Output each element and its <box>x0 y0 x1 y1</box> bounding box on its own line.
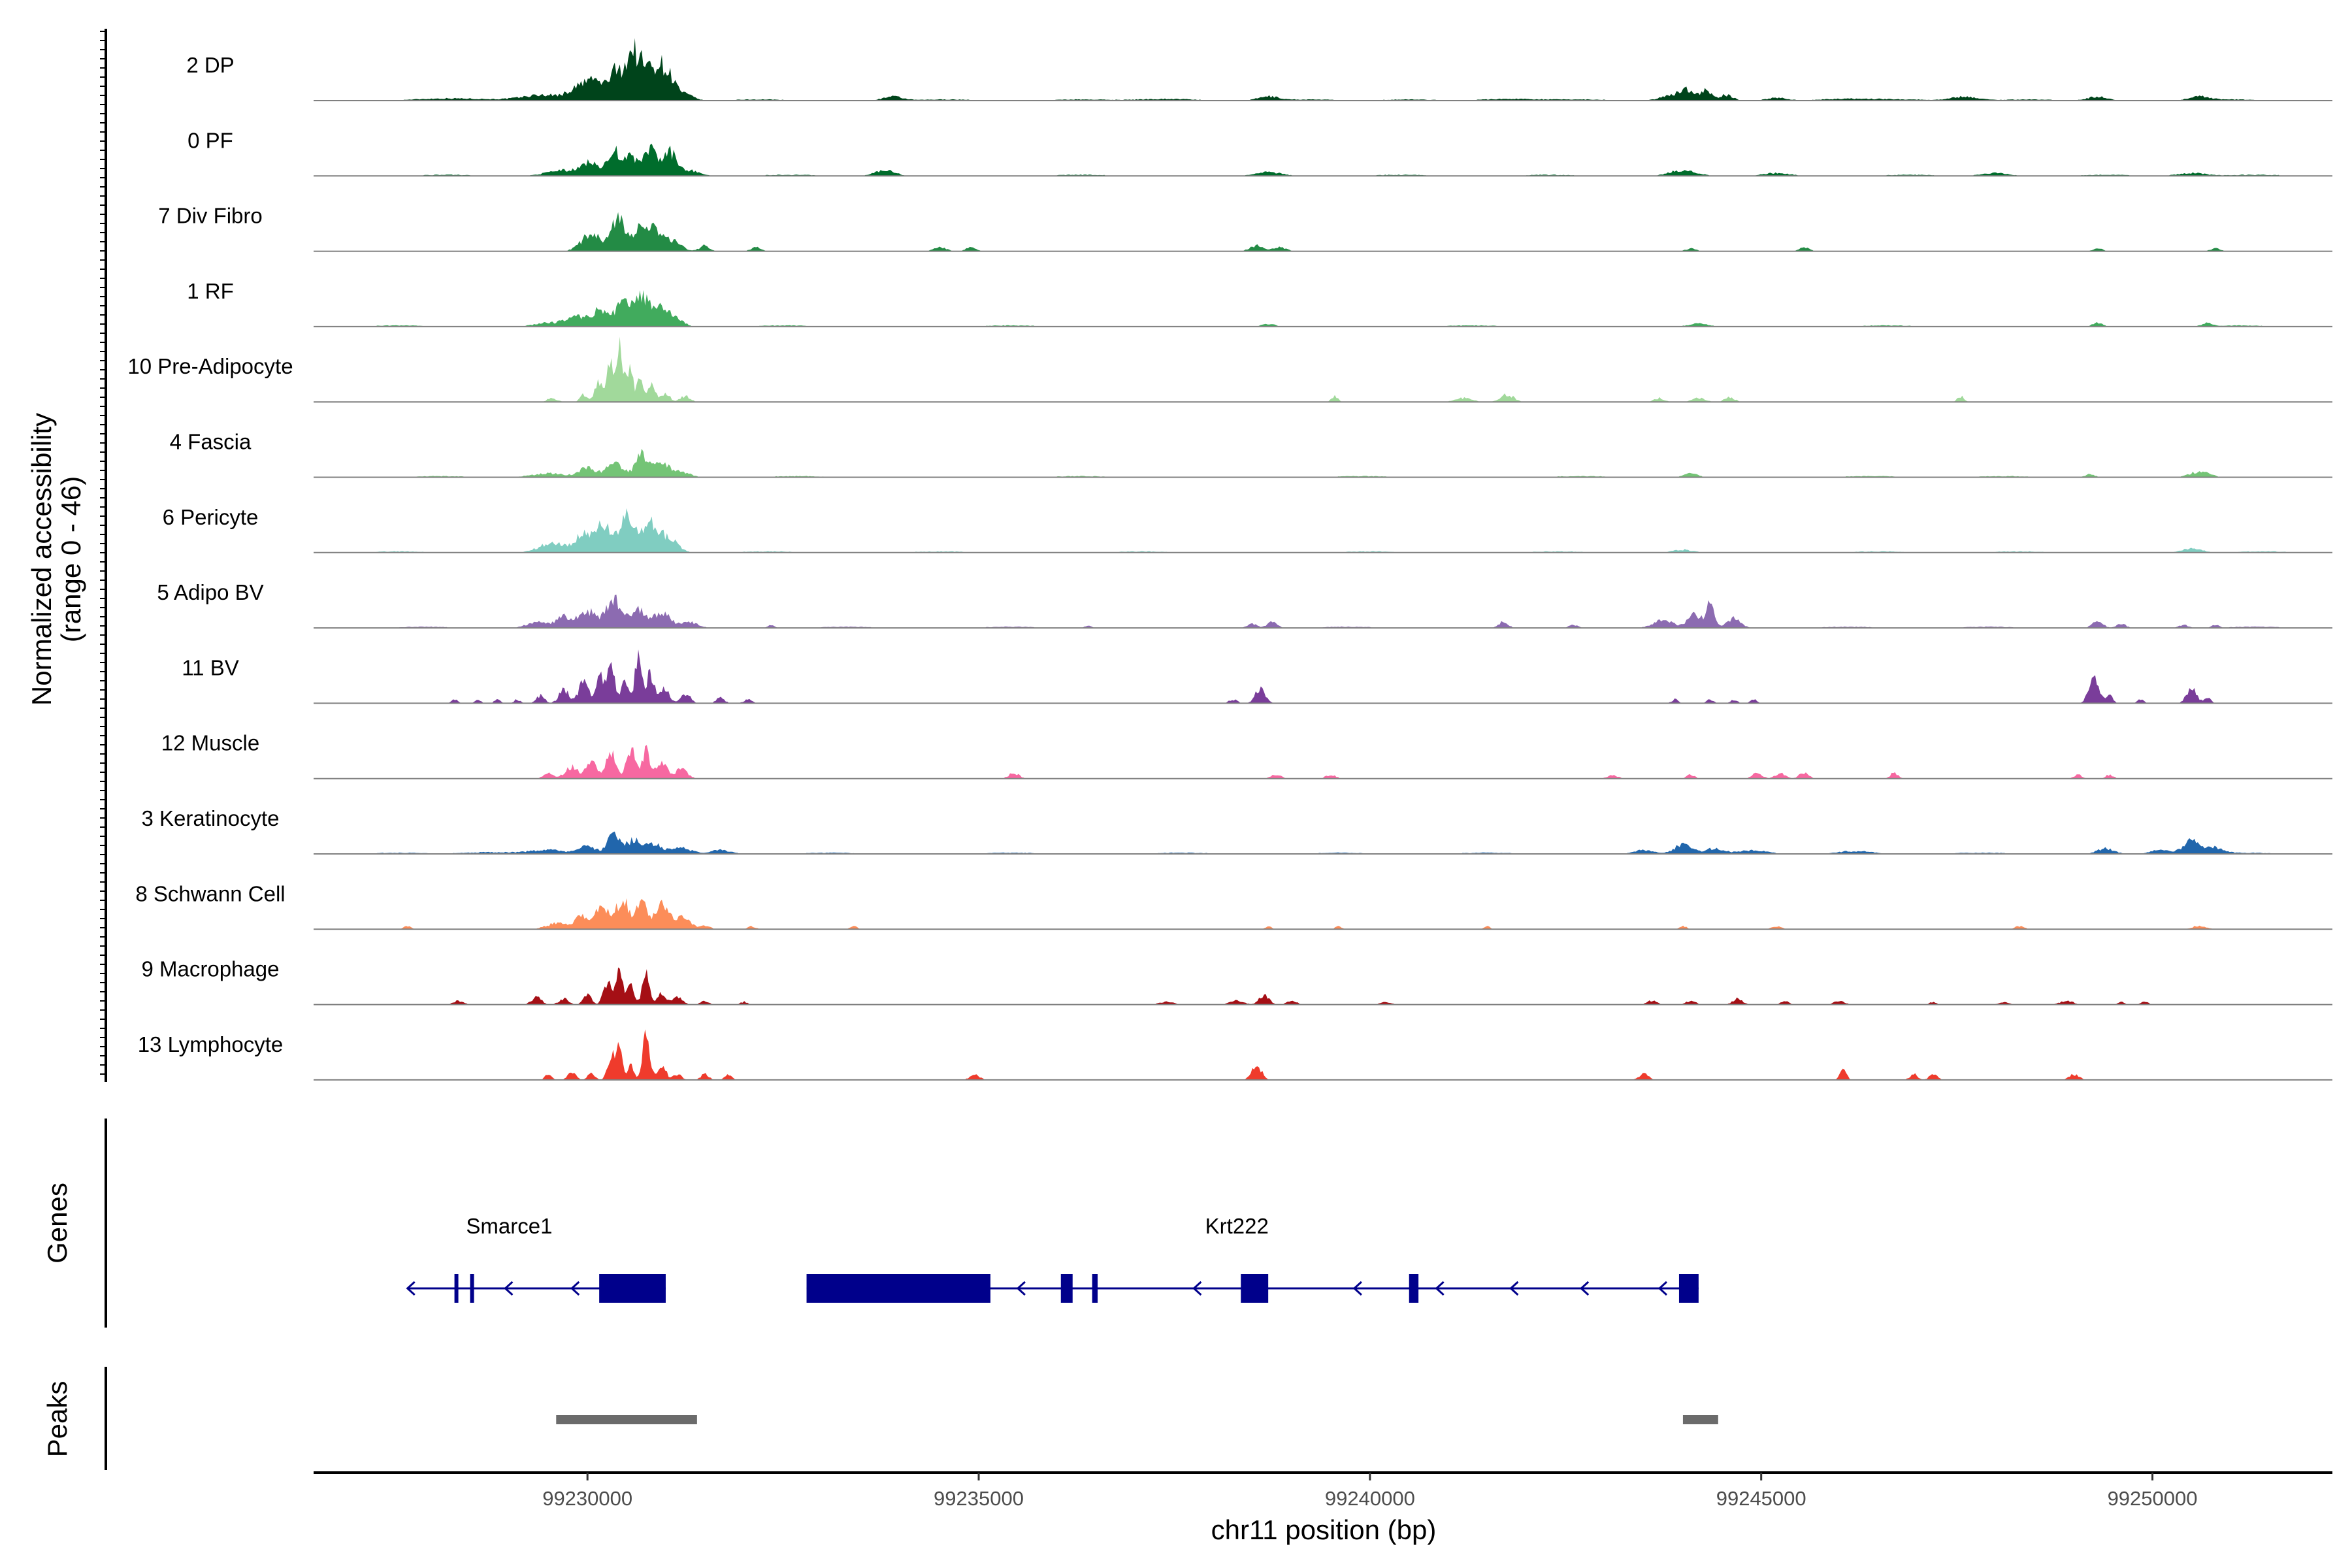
track-6-pericyte: 6 Pericyte <box>163 505 2332 553</box>
gene-exon <box>806 1274 990 1303</box>
strand-arrow <box>570 1281 580 1296</box>
track-label: 13 Lymphocyte <box>138 1032 284 1056</box>
gene-exon <box>1092 1274 1098 1303</box>
gene-exon <box>599 1274 666 1303</box>
y-axis-range: (range 0 - 46) <box>56 476 86 642</box>
x-tick-label: 99250000 <box>2108 1487 2198 1510</box>
track-label: 1 RF <box>187 279 234 303</box>
gene-exon <box>1409 1274 1419 1303</box>
strand-arrow <box>1192 1281 1202 1296</box>
x-tick-label: 99240000 <box>1325 1487 1415 1510</box>
track-label: 12 Muscle <box>161 731 259 755</box>
track-label: 10 Pre-Adipocyte <box>127 354 293 378</box>
track-9-macrophage: 9 Macrophage <box>142 957 2332 1005</box>
track-0-pf: 0 PF <box>188 128 2332 177</box>
peak-region <box>1682 1415 1718 1424</box>
peak-track <box>556 1415 1718 1424</box>
strand-arrow <box>1509 1281 1519 1296</box>
track-label: 3 Keratinocyte <box>142 806 280 830</box>
y-axis-title: Normalized accessibility <box>26 413 57 706</box>
genes-panel-title: Genes <box>42 1183 73 1264</box>
track-5-adipo-bv: 5 Adipo BV <box>157 580 2332 629</box>
track-label: 9 Macrophage <box>142 957 280 981</box>
strand-arrow <box>1435 1281 1445 1296</box>
gene-exon <box>1241 1274 1269 1303</box>
x-axis-ticks: 99230000 99235000 99240000 99245000 99250000 <box>542 1473 2198 1510</box>
gene-track: Smarce1 Krt222 <box>406 1214 1699 1303</box>
strand-arrow <box>1352 1281 1362 1296</box>
track-label: 11 BV <box>182 655 238 679</box>
gene-smarce1: Smarce1 <box>406 1214 666 1303</box>
track-label: 8 Schwann Cell <box>135 881 285 906</box>
track-label: 4 Fascia <box>170 430 252 454</box>
coverage-tracks: 2 DP 0 PF 7 Div Fibro 1 RF 10 Pre-Adipocyte 4… <box>127 38 2332 1081</box>
strand-arrow <box>1658 1281 1668 1296</box>
peak-region <box>556 1415 697 1424</box>
gene-exon <box>1060 1274 1073 1303</box>
track-12-muscle: 12 Muscle <box>161 731 2332 779</box>
track-label: 6 Pericyte <box>163 505 259 529</box>
track-label: 5 Adipo BV <box>157 580 263 604</box>
track-7-div-fibro: 7 Div Fibro <box>158 204 2332 252</box>
x-axis-title: chr11 position (bp) <box>1211 1514 1437 1545</box>
track-label: 2 DP <box>186 53 234 77</box>
coverage-y-ticks <box>100 31 106 1075</box>
gene-exon <box>1678 1274 1699 1303</box>
track-label: 0 PF <box>188 128 233 152</box>
track-4-fascia: 4 Fascia <box>170 430 2332 478</box>
track-2-dp: 2 DP <box>186 38 2332 101</box>
strand-arrow <box>1016 1281 1026 1296</box>
track-10-pre-adipocyte: 10 Pre-Adipocyte <box>127 336 2332 403</box>
track-13-lymphocyte: 13 Lymphocyte <box>138 1029 2332 1081</box>
track-label: 7 Div Fibro <box>158 204 263 228</box>
x-tick-label: 99245000 <box>1716 1487 1806 1510</box>
track-3-keratinocyte: 3 Keratinocyte <box>142 806 2332 855</box>
track-8-schwann-cell: 8 Schwann Cell <box>135 881 2332 930</box>
strand-arrow <box>1580 1281 1590 1296</box>
strand-arrow <box>406 1281 416 1296</box>
gene-exon <box>454 1274 459 1303</box>
gene-exon <box>470 1274 474 1303</box>
strand-arrow <box>504 1281 514 1296</box>
gene-label: Krt222 <box>1205 1214 1269 1238</box>
gene-krt222: Krt222 <box>806 1214 1699 1303</box>
x-tick-label: 99235000 <box>934 1487 1024 1510</box>
gene-label: Smarce1 <box>466 1214 552 1238</box>
x-tick-label: 99230000 <box>542 1487 632 1510</box>
peaks-panel-title: Peaks <box>42 1381 73 1458</box>
track-11-bv: 11 BV <box>182 649 2332 704</box>
track-1-rf: 1 RF <box>187 279 2332 327</box>
